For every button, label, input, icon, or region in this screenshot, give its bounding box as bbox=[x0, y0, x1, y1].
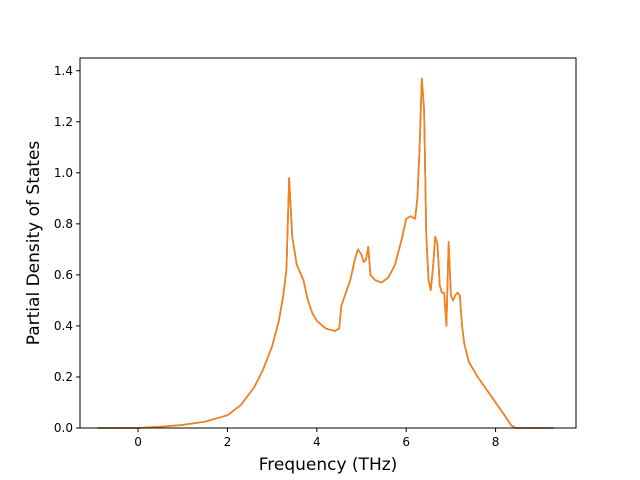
y-tick-label: 1.2 bbox=[54, 115, 73, 129]
x-tick-label: 0 bbox=[134, 435, 142, 449]
y-tick-label: 0.0 bbox=[54, 421, 73, 435]
y-tick-label: 1.4 bbox=[54, 64, 73, 78]
y-axis-label: Partial Density of States bbox=[24, 141, 44, 346]
x-tick-label: 2 bbox=[224, 435, 232, 449]
x-tick-label: 6 bbox=[402, 435, 410, 449]
x-axis-label: Frequency (THz) bbox=[259, 455, 398, 475]
y-tick-label: 0.6 bbox=[54, 268, 73, 282]
x-tick-label: 8 bbox=[492, 435, 500, 449]
series-line-2 bbox=[97, 77, 554, 429]
y-tick-label: 0.2 bbox=[54, 370, 73, 384]
plot-frame bbox=[79, 57, 577, 429]
series-layer bbox=[97, 77, 554, 429]
y-axis: 0.0 0.2 0.4 0.6 0.8 1.0 1.2 1.4 bbox=[54, 64, 80, 435]
plot-background bbox=[80, 58, 576, 428]
x-tick-label: 4 bbox=[313, 435, 321, 449]
x-axis: 0 2 4 6 8 bbox=[134, 428, 499, 449]
plot-area bbox=[79, 57, 577, 429]
y-tick-label: 0.4 bbox=[54, 319, 73, 333]
y-tick-label: 0.8 bbox=[54, 217, 73, 231]
y-tick-label: 1.0 bbox=[54, 166, 73, 180]
